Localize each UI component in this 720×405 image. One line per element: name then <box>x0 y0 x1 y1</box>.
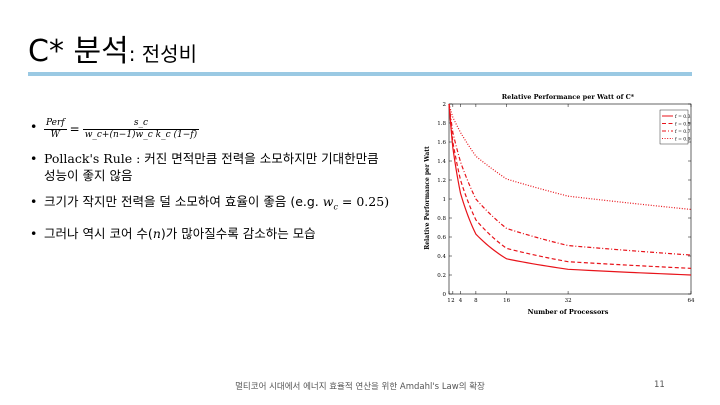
y-tick-label: 0 <box>443 292 447 298</box>
x-tick-label: 1 <box>447 298 451 304</box>
page-number: 11 <box>654 380 665 390</box>
y-tick-label: 1 <box>443 197 447 203</box>
formula-lhs: Perf W <box>44 118 67 141</box>
bullet-pollack-line1: Pollack's Rule : 커진 면적만큼 전력을 소모하지만 기대한만큼 <box>44 151 379 166</box>
slide-title-sub: : 전성비 <box>128 42 197 66</box>
series-line <box>448 103 692 276</box>
bullet-decrease-pre: 그러나 역시 코어 수( <box>44 225 153 241</box>
slide-title: C* 분석: 전성비 <box>28 26 197 70</box>
formula-rhs-num: s_c <box>82 118 200 130</box>
bullet-pollack-line2: 성능이 좋지 않음 <box>44 168 133 183</box>
x-tick-label: 16 <box>503 298 510 304</box>
bullet-decrease-post: )가 많아질수록 감소하는 모습 <box>160 225 316 241</box>
plot-frame <box>448 103 692 295</box>
slide-title-main: C* 분석 <box>28 34 129 69</box>
series-line <box>448 103 692 269</box>
bullet-small-core-sub: c <box>333 202 338 212</box>
chart-legend: f = 0.3f = 0.5 f = 0.7f = 0.9 <box>659 109 691 145</box>
x-tick-label: 8 <box>474 298 478 304</box>
performance-per-watt-chart: Relative Performance per Watt of C* Rela… <box>424 93 695 316</box>
series-line <box>448 103 692 256</box>
legend-label: f = 0.9 <box>675 136 691 142</box>
y-tick-label: 1.6 <box>437 140 446 146</box>
series-line <box>448 103 692 211</box>
x-tick-label: 4 <box>459 298 463 304</box>
series-lines <box>448 103 692 276</box>
footer-text: 멀티코어 시대에서 에너지 효율적 연산을 위한 Amdahl's Law의 확… <box>235 382 485 392</box>
bullet-pollack: Pollack's Rule : 커진 면적만큼 전력을 소모하지만 기대한만큼… <box>30 150 425 184</box>
bullet-decrease-var: n <box>152 225 161 241</box>
formula-equals: = <box>69 122 80 136</box>
y-tick-label: 0.4 <box>437 254 446 260</box>
y-tick-label: 1.8 <box>437 121 446 127</box>
bullet-decrease: 그러나 역시 코어 수(n)가 많아질수록 감소하는 모습 <box>30 225 425 242</box>
bullet-list: Perf W = s_c w_c+(n−1)w_c k_c (1−f) Poll… <box>30 118 425 251</box>
legend-label: f = 0.5 <box>675 121 691 127</box>
y-tick-label: 2 <box>443 102 447 108</box>
title-underline <box>28 72 692 76</box>
axis-ticks: 00.20.40.60.811.21.41.61.821 2 4 8 16 32 64 <box>437 102 695 304</box>
x-tick-label: 32 <box>565 298 572 304</box>
bullet-small-core-text: 크기가 작지만 전력을 덜 소모하여 효율이 좋음 (e.g. <box>44 194 323 209</box>
formula-rhs-den: w_c+(n−1)w_c k_c (1−f) <box>84 130 198 140</box>
y-tick-label: 0.2 <box>437 273 446 279</box>
chart-title: Relative Performance per Watt of C* <box>502 93 635 101</box>
formula-lhs-num: Perf <box>44 118 67 130</box>
y-tick-label: 0.8 <box>437 216 446 222</box>
bullet-small-core: 크기가 작지만 전력을 덜 소모하여 효율이 좋음 (e.g. wc = 0.2… <box>30 193 425 216</box>
formula-rhs: s_c w_c+(n−1)w_c k_c (1−f) <box>82 118 200 141</box>
legend-label: f = 0.3 <box>675 114 691 120</box>
chart-y-axis-label: Relative Performance per Watt <box>424 146 431 250</box>
y-tick-label: 1.4 <box>437 159 446 165</box>
x-tick-label: 64 <box>688 298 695 304</box>
x-tick-label: 2 <box>451 298 455 304</box>
legend-label: f = 0.7 <box>675 129 691 135</box>
formula-lhs-den: W <box>50 130 60 140</box>
chart-x-axis-label: Number of Processors <box>528 308 609 316</box>
y-tick-label: 0.6 <box>437 235 446 241</box>
chart-container: Relative Performance per Watt of C* Rela… <box>420 86 705 318</box>
bullet-formula: Perf W = s_c w_c+(n−1)w_c k_c (1−f) <box>30 118 425 141</box>
y-tick-label: 1.2 <box>437 178 446 184</box>
bullet-small-core-var: w <box>322 194 334 209</box>
bullet-small-core-tail: = 0.25) <box>337 194 390 209</box>
